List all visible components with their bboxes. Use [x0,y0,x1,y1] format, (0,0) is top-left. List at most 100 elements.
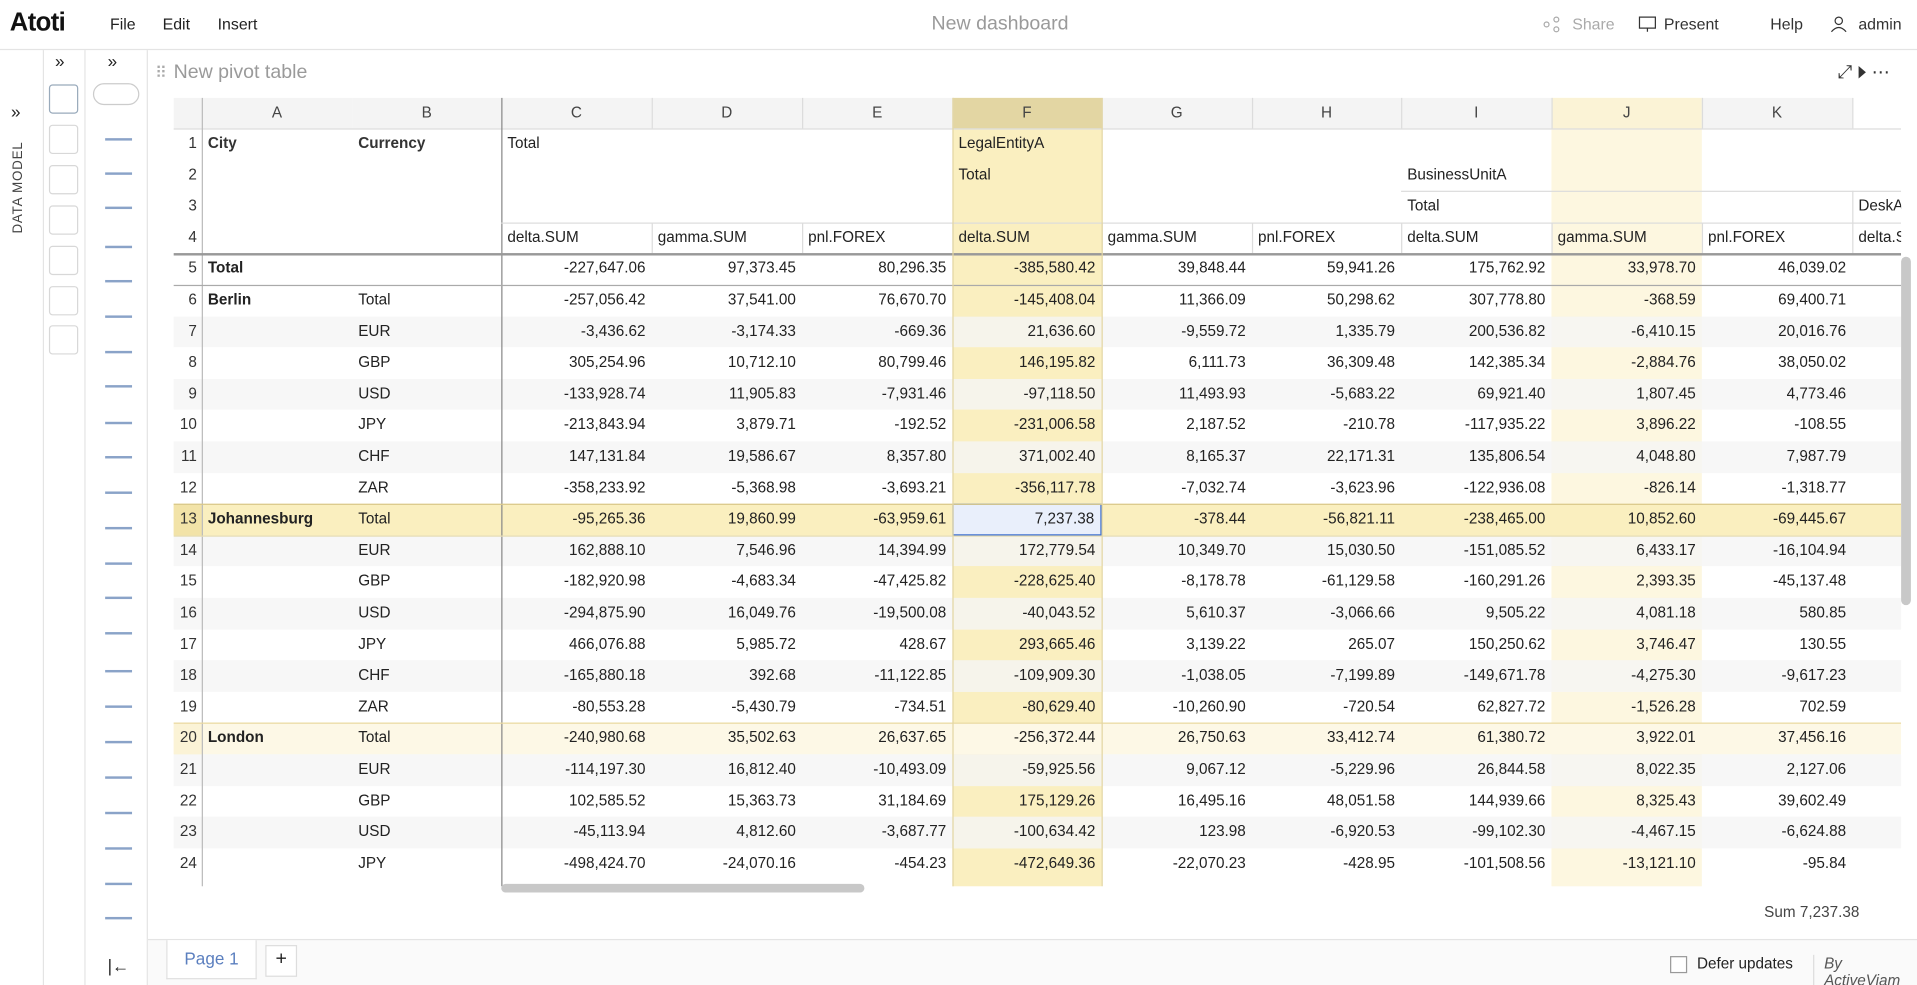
value-cell[interactable]: 175,129.26 [1018,791,1096,809]
header-cell[interactable]: pnl.FOREX [1707,228,1786,246]
column-header[interactable]: I [1401,97,1552,129]
header-cell[interactable]: Total [507,134,540,152]
value-cell[interactable]: -9,559.72 [1181,322,1246,340]
widget-icon[interactable] [105,900,133,920]
value-cell[interactable]: -16,104.94 [1773,541,1847,559]
value-cell[interactable]: 4,812.60 [736,823,796,841]
value-cell[interactable]: -19,500.08 [873,603,947,622]
value-cell[interactable]: -101,508.56 [1463,854,1546,872]
expand-icon[interactable]: » [11,101,21,122]
value-cell[interactable]: 26,844.58 [1477,760,1546,778]
value-cell[interactable]: 48,051.58 [1326,791,1395,809]
column-header[interactable]: J [1551,97,1702,129]
value-cell[interactable]: -3,687.77 [881,823,947,841]
user-menu[interactable]: admin [1858,14,1902,34]
row-number[interactable]: 13 [173,503,202,536]
share-button[interactable]: Share [1572,14,1615,34]
row-number[interactable]: 10 [179,416,197,434]
row-header-cell[interactable]: EUR [358,760,391,778]
value-cell[interactable]: 11,366.09 [1178,290,1246,309]
collapse-icon[interactable]: |← [107,956,130,976]
value-cell[interactable]: 11,905.83 [729,384,796,402]
value-cell[interactable]: 392.68 [749,666,796,684]
value-cell[interactable]: 3,879.71 [736,416,796,434]
widget-icon[interactable] [105,580,133,600]
row-number[interactable]: 4 [188,228,197,246]
row-number[interactable]: 1 [188,134,197,152]
row-header-cell[interactable]: GBP [358,353,391,371]
header-cell[interactable]: delta.SUM [507,228,579,246]
value-cell[interactable]: -1,038.05 [1181,666,1246,684]
value-cell[interactable]: -109,909.30 [1013,666,1096,684]
value-cell[interactable]: -454.23 [894,854,947,872]
value-cell[interactable]: -213,843.94 [563,416,646,434]
page-tab[interactable]: Page 1 [166,940,257,980]
value-cell[interactable]: 15,030.50 [1326,541,1395,559]
header-cell[interactable]: delta.SUM [958,228,1030,246]
column-header[interactable]: B [352,97,502,129]
value-cell[interactable]: -80,553.28 [572,697,646,715]
value-cell[interactable]: -13,121.10 [1622,854,1696,872]
value-cell[interactable]: 16,812.40 [727,760,796,778]
widget-icon[interactable] [105,545,133,565]
value-cell[interactable]: 172,779.54 [1018,541,1096,559]
value-cell[interactable]: 2,187.52 [1186,416,1246,434]
value-cell[interactable]: -63,959.61 [873,510,947,528]
value-cell[interactable]: 80,296.35 [878,259,947,277]
logo[interactable]: Atoti [9,8,66,37]
value-cell[interactable]: 16,049.76 [727,603,796,622]
expand-icon[interactable]: » [55,51,65,71]
value-cell[interactable]: 8,165.37 [1186,447,1246,465]
row-header-cell[interactable]: Berlin [207,290,252,309]
value-cell[interactable]: 307,778.80 [1468,290,1546,309]
value-cell[interactable]: 150,250.62 [1468,635,1546,653]
value-cell[interactable]: 37,456.16 [1778,729,1847,747]
widget-icon[interactable] [105,510,133,530]
value-cell[interactable]: -3,436.62 [580,322,646,340]
widget-icon[interactable] [105,334,133,354]
header-cell[interactable]: Total [1407,197,1440,215]
value-cell[interactable]: 97,373.45 [727,259,796,277]
widget-icon[interactable] [105,405,133,425]
value-cell[interactable]: 6,111.73 [1188,353,1246,371]
value-cell[interactable]: 80,799.46 [878,353,947,371]
value-cell[interactable]: 371,002.40 [1018,447,1096,465]
value-cell[interactable]: 69,400.71 [1778,290,1847,309]
value-cell[interactable]: 16,495.16 [1177,791,1246,809]
value-cell[interactable]: -80,629.40 [1022,697,1096,715]
value-cell[interactable]: 102,585.52 [569,791,646,809]
value-cell[interactable]: 76,670.70 [878,290,947,309]
value-cell[interactable]: -59,925.56 [1022,760,1096,778]
value-cell[interactable]: 144,939.66 [1468,791,1546,809]
row-number[interactable]: 16 [179,603,197,622]
value-cell[interactable]: -6,624.88 [1781,823,1847,841]
value-cell[interactable]: 2,127.06 [1786,760,1847,778]
column-header[interactable]: A [201,97,353,129]
value-cell[interactable]: -210.78 [1343,416,1395,434]
widget-actions[interactable]: ⤢ ⏵ ⋯ [1837,62,1890,84]
row-header-cell[interactable]: EUR [358,541,391,559]
value-cell[interactable]: -4,275.30 [1631,666,1696,684]
value-cell[interactable]: -5,368.98 [731,478,796,496]
horizontal-scrollbar[interactable] [501,883,865,893]
expand-icon[interactable]: » [107,51,118,71]
row-number[interactable]: 7 [188,322,197,340]
row-number[interactable]: 23 [179,823,197,841]
column-header[interactable]: C [501,97,652,129]
value-cell[interactable]: 8,022.35 [1636,760,1696,778]
value-cell[interactable]: -228,625.40 [1013,572,1096,590]
value-cell[interactable]: 50,298.62 [1326,290,1395,309]
value-cell[interactable]: 2,393.35 [1636,572,1696,590]
add-page-button[interactable]: + [265,945,298,977]
value-cell[interactable]: -10,260.90 [1172,697,1246,715]
value-cell[interactable]: 9,067.12 [1186,760,1246,778]
header-cell[interactable]: delta.SUM [1858,228,1901,246]
search-box[interactable] [92,83,140,106]
value-cell[interactable]: 135,806.54 [1468,447,1546,465]
value-cell[interactable]: 10,852.60 [1627,510,1696,528]
value-cell[interactable]: -97,118.50 [1023,384,1096,402]
row-header-cell[interactable]: CHF [358,447,390,465]
widget-icon[interactable] [105,298,133,318]
value-cell[interactable]: 61,380.72 [1477,729,1546,747]
value-cell[interactable]: 39,602.49 [1778,791,1847,809]
